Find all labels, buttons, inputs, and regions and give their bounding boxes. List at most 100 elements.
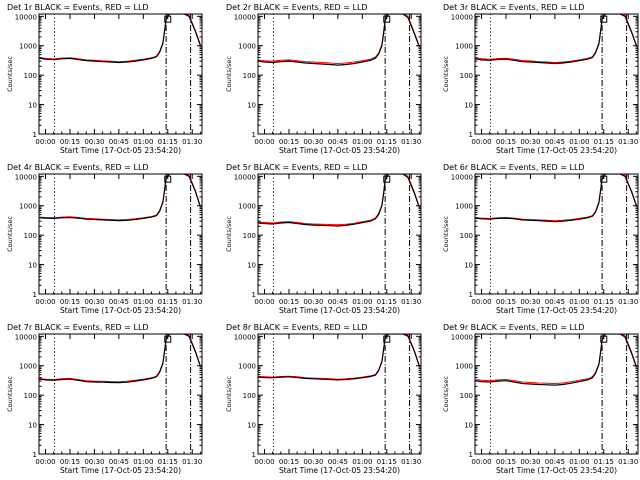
lld-series-line [39,334,201,383]
y-axis-label: Counts/sec [225,56,233,92]
y-axis-label: Counts/sec [442,376,450,412]
y-tick-label: 10000 [15,333,37,341]
x-tick-label: 00:45 [109,298,129,306]
x-axis-label: Start Time (17-Oct-05 23:54:20) [496,466,617,475]
x-tick-label: 00:45 [328,298,348,306]
x-axis-label: Start Time (17-Oct-05 23:54:20) [496,146,617,155]
chart-title: Det 6r BLACK = Events, RED = LLD [443,163,585,172]
chart-panel-3: Det 3r BLACK = Events, RED = LLD 1 10 100 10… [442,3,639,155]
x-tick-label: 00:15 [496,298,516,306]
x-tick-label: 00:15 [279,458,299,466]
plot-frame [474,333,639,455]
x-tick-label: 01:00 [569,138,589,146]
y-tick-label: 1 [33,291,37,299]
chart-title: Det 4r BLACK = Events, RED = LLD [7,163,149,172]
x-tick-label: 00:45 [328,458,348,466]
x-axis-label: Start Time (17-Oct-05 23:54:20) [60,146,181,155]
x-tick-label: 01:30 [182,138,202,146]
x-tick-label: 01:15 [377,298,397,306]
y-tick-label: 10 [464,422,473,430]
chart-title: Det 3r BLACK = Events, RED = LLD [443,3,585,12]
y-tick-label: 10000 [15,13,37,21]
chart-panel-5: Det 5r BLACK = Events, RED = LLD 1 10 100 10… [225,163,422,315]
events-series-line [39,334,201,384]
x-tick-label: 00:15 [60,138,80,146]
x-tick-label: 01:15 [377,458,397,466]
x-tick-label: 00:30 [84,458,104,466]
peak-box-marker [164,15,172,23]
chart-panel-7: Det 7r BLACK = Events, RED = LLD 1 10 100 10… [6,323,203,475]
x-tick-label: 00:45 [545,138,565,146]
y-tick-label: 1 [33,451,37,459]
y-tick-label: 1 [252,291,256,299]
x-tick-label: 00:00 [35,298,55,306]
events-series-line [258,174,420,227]
x-tick-label: 01:15 [158,138,178,146]
y-tick-label: 10000 [15,173,37,181]
y-axis-label: Counts/sec [6,216,14,252]
peak-box-marker [600,15,608,23]
chart-title: Det 2r BLACK = Events, RED = LLD [226,3,368,12]
y-axis-label: Counts/sec [225,216,233,252]
y-axis-label: Counts/sec [225,376,233,412]
x-axis-label: Start Time (17-Oct-05 23:54:20) [279,306,400,315]
y-tick-label: 1 [469,291,473,299]
x-tick-label: 01:30 [182,298,202,306]
x-tick-label: 00:00 [254,458,274,466]
x-tick-label: 00:00 [254,298,274,306]
chart-title: Det 1r BLACK = Events, RED = LLD [7,3,149,12]
x-tick-label: 00:30 [84,138,104,146]
x-tick-label: 00:30 [84,298,104,306]
x-tick-label: 01:00 [352,298,372,306]
y-tick-label: 1000 [455,363,473,371]
y-tick-label: 10 [464,262,473,270]
chart-title: Det 8r BLACK = Events, RED = LLD [226,323,368,332]
y-tick-label: 1000 [19,363,37,371]
y-tick-label: 10000 [234,13,256,21]
lld-series-line [475,174,637,222]
y-tick-label: 100 [460,392,473,400]
x-tick-label: 01:30 [618,458,638,466]
peak-box-marker [383,335,391,343]
y-tick-label: 1000 [238,203,256,211]
plot-frame [257,173,422,295]
x-tick-label: 00:45 [109,138,129,146]
x-tick-label: 00:15 [279,298,299,306]
x-tick-label: 00:45 [328,138,348,146]
x-tick-label: 00:15 [496,458,516,466]
y-tick-label: 100 [243,72,256,80]
y-tick-label: 10 [28,422,37,430]
y-tick-label: 10000 [451,13,473,21]
lld-series-line [475,334,637,385]
y-tick-label: 1000 [455,203,473,211]
y-tick-label: 10 [28,262,37,270]
x-tick-label: 01:00 [569,298,589,306]
events-series-line [39,174,201,222]
y-tick-label: 1 [469,131,473,139]
y-tick-label: 1 [469,451,473,459]
peak-box-marker [600,175,608,183]
plot-frame [474,13,639,135]
x-axis-label: Start Time (17-Oct-05 23:54:20) [279,466,400,475]
x-tick-label: 00:15 [279,138,299,146]
x-axis-label: Start Time (17-Oct-05 23:54:20) [60,306,181,315]
lld-series-line [258,334,420,380]
plot-frame [474,173,639,295]
x-tick-label: 01:00 [569,458,589,466]
y-tick-label: 10 [247,262,256,270]
x-tick-label: 01:15 [158,298,178,306]
x-tick-label: 01:00 [352,138,372,146]
y-tick-label: 100 [24,392,37,400]
x-tick-label: 00:30 [520,298,540,306]
y-tick-label: 100 [243,392,256,400]
x-tick-label: 00:30 [520,458,540,466]
x-tick-label: 00:30 [303,458,323,466]
x-tick-label: 01:15 [594,458,614,466]
events-series-line [475,334,637,386]
x-axis-label: Start Time (17-Oct-05 23:54:20) [279,146,400,155]
chart-panel-4: Det 4r BLACK = Events, RED = LLD 1 10 100 10… [6,163,203,315]
lld-series-line [39,174,201,221]
plot-frame [38,333,203,455]
x-tick-label: 01:30 [401,458,421,466]
x-tick-label: 00:15 [60,458,80,466]
